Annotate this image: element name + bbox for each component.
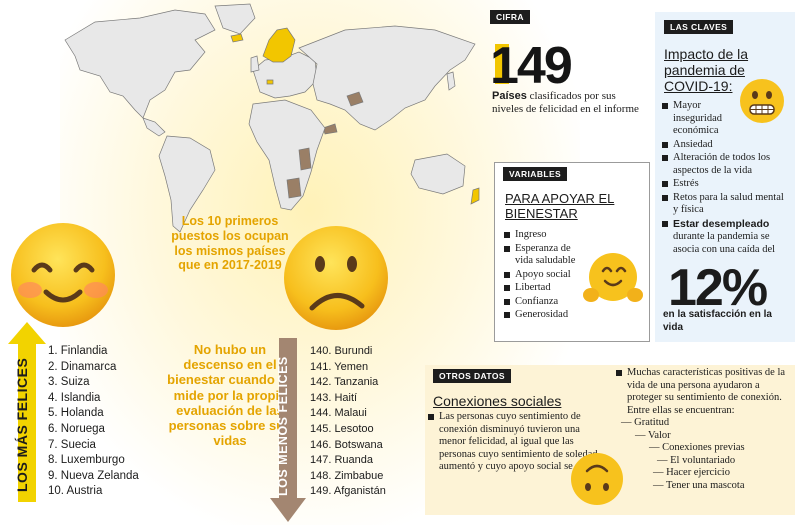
otros-right-text: Muchas características positivas de la v… <box>615 367 793 418</box>
list-item: Estrés <box>661 178 791 191</box>
cifra-text-rest: clasificados por sus niveles de felicida… <box>492 90 639 115</box>
otros-right-paragraph: Muchas características positivas de la v… <box>615 367 793 417</box>
sad-face-icon <box>284 226 388 330</box>
mas-felices-list: 1. Finlandia 2. Dinamarca 3. Suiza 4. Is… <box>48 344 168 500</box>
map-afghanistan <box>346 91 364 107</box>
list-item: 9. Nueva Zelanda <box>48 469 139 482</box>
cifra-tag: CIFRA <box>490 10 530 24</box>
list-item: 145. Lesotoo <box>310 422 374 435</box>
list-item: 5. Holanda <box>48 407 104 420</box>
map-east-africa <box>298 147 312 171</box>
otros-text: Las personas cuyo sentimiento de conexió… <box>427 411 607 475</box>
list-item: Ansiedad <box>661 139 791 152</box>
arrow-down-icon <box>270 338 306 522</box>
list-item: 10. Austria <box>48 485 103 498</box>
list-item: 3. Suiza <box>48 376 90 389</box>
list-item: 147. Ruanda <box>310 454 373 467</box>
map-australia <box>410 153 466 195</box>
grimace-face-icon <box>740 79 784 123</box>
center-text-bottom: No hubo un descenso en el bienestar cuan… <box>167 342 293 449</box>
center-text-top: Los 10 primeros puestos los ocupan los m… <box>171 214 289 273</box>
list-item: Libertad <box>503 282 583 295</box>
list-item: — Valor <box>635 429 671 441</box>
map-asia <box>298 25 476 131</box>
map-nordics <box>262 27 296 63</box>
cifra-number: 149 <box>490 37 573 95</box>
claves-last-text: durante la pandemia se asocia con una ca… <box>673 231 776 255</box>
map-switzerland <box>266 79 274 85</box>
otros-conexion-list: — Gratitud — Valor — Conexiones previas … <box>621 417 791 492</box>
claves-tag: LAS CLAVES <box>664 20 734 34</box>
claves-list: Mayor inseguridad económica Ansiedad Alt… <box>661 100 791 257</box>
map-greenland <box>214 3 256 35</box>
list-item: Retos para la salud mental y física <box>661 192 791 217</box>
otros-title: Conexiones sociales <box>433 393 562 409</box>
list-item: — Tener una mascota <box>653 479 745 491</box>
claves-panel: LAS CLAVES Impacto de la pandemia de COV… <box>655 12 795 342</box>
hugging-face-icon <box>583 253 643 302</box>
list-item: 140. Burundi <box>310 345 373 357</box>
mas-felices-label: LOS MÁS FELICES <box>14 357 30 492</box>
list-item: 4. Islandia <box>48 391 101 404</box>
list-item: 141. Yemen <box>310 360 369 373</box>
claves-percent: 12% <box>668 259 768 317</box>
menos-felices-label: LOS MENOS FELICES <box>276 356 290 496</box>
map-yemen <box>322 123 338 135</box>
list-item: — Gratitud <box>621 417 670 428</box>
list-item: 7. Suecia <box>48 438 96 451</box>
list-item: Ingreso <box>503 229 583 242</box>
otros-panel: OTROS DATOS Conexiones sociales Las pers… <box>425 365 795 515</box>
list-item: 6. Noruega <box>48 422 105 435</box>
list-item: Confianza <box>503 296 583 309</box>
cifra-text-bold: Países <box>492 90 527 102</box>
list-item: Generosidad <box>503 309 583 322</box>
map-south-america <box>158 135 216 233</box>
list-item: 2. Dinamarca <box>48 360 117 373</box>
map-africa <box>248 99 326 211</box>
list-item: 8. Luxemburgo <box>48 454 125 467</box>
list-item: 1. Finlandia <box>48 345 108 357</box>
list-item: 142. Tanzania <box>310 376 379 389</box>
list-item: — El voluntariado <box>657 454 736 466</box>
list-item: 143. Haití <box>310 391 358 404</box>
upside-down-face-icon <box>571 453 623 505</box>
list-item: Estar desempleado durante la pandemia se… <box>661 218 791 257</box>
list-item: 148. Zimbabue <box>310 469 384 482</box>
otros-paragraph: Las personas cuyo sentimiento de conexió… <box>427 411 607 474</box>
list-item: Mayor inseguridad económica <box>661 100 741 138</box>
map-southern-africa <box>286 177 302 199</box>
map-new-zealand <box>470 187 480 205</box>
variables-title: PARA APOYAR EL BIENESTAR <box>505 191 615 221</box>
arrow-up-icon <box>8 322 46 502</box>
map-uk <box>250 55 260 73</box>
map-japan <box>446 71 456 91</box>
variables-panel: VARIABLES PARA APOYAR EL BIENESTAR Ingre… <box>494 162 650 342</box>
map-north-america <box>64 9 216 119</box>
map-iceland <box>230 33 244 43</box>
claves-percent-caption: en la satisfacción en la vida <box>663 309 772 333</box>
cifra-text: Países clasificados por sus niveles de f… <box>492 90 642 116</box>
otros-tag: OTROS DATOS <box>433 369 511 383</box>
map-central-america <box>142 117 166 137</box>
list-item: Apoyo social <box>503 269 583 282</box>
variables-tag: VARIABLES <box>503 167 568 181</box>
list-item: 149. Afganistán <box>310 485 386 498</box>
world-map <box>64 3 480 233</box>
claves-last-bold: Estar desempleado <box>673 217 770 230</box>
list-item: Esperanza de vida saludable <box>503 243 583 268</box>
list-item: 144. Malaui <box>310 407 367 420</box>
variables-list: Ingreso Esperanza de vida saludable Apoy… <box>503 229 583 323</box>
list-item: — Conexiones previas <box>649 442 745 453</box>
claves-title: Impacto de la pandemia de COVID-19: <box>664 46 749 94</box>
number-highlight <box>495 44 509 84</box>
list-item: 146. Botswana <box>310 438 383 451</box>
happy-face-icon <box>11 223 115 327</box>
list-item: Alteración de todos los aspectos de la v… <box>661 152 791 177</box>
list-item: — Hacer ejercicio <box>653 467 730 478</box>
menos-felices-list: 140. Burundi 141. Yemen 142. Tanzania 14… <box>310 344 430 500</box>
